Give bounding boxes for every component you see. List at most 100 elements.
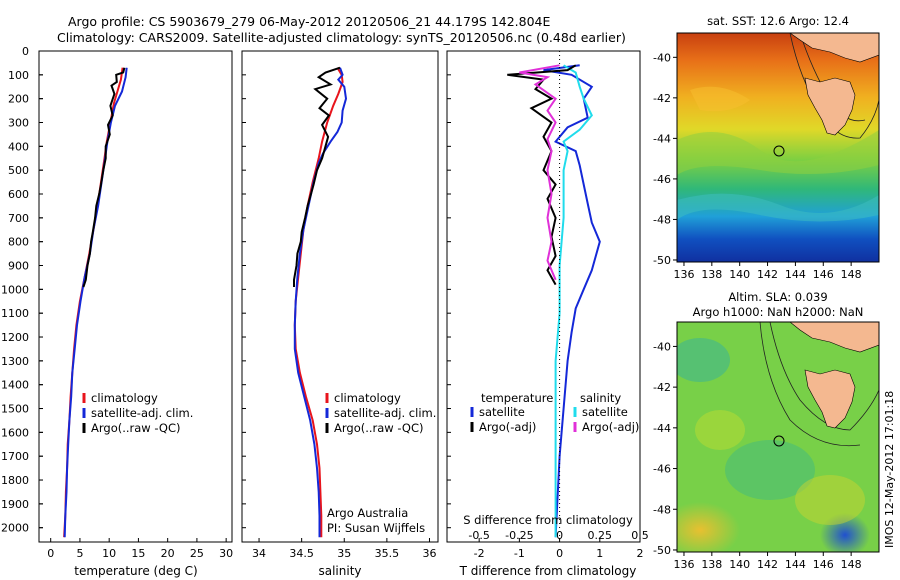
legend-label: satellite [479,405,525,419]
map-y-tick-label: -46 [653,463,671,476]
figure-title-line2: Climatology: CARS2009. Satellite-adjuste… [57,30,626,45]
depth-tick-label: 1600 [1,426,29,439]
series-line [293,67,348,538]
x-tick-label: 2 [637,547,644,560]
x-tick-label: 30 [219,547,233,560]
s-tick-label: 0.25 [588,529,613,542]
sla-argo-marker [773,435,785,447]
x-tick-label: 35 [337,547,351,560]
depth-tick-label: 1800 [1,474,29,487]
depth-axis: 0 100 200 300 400 500 600 700 800 900 1000 1100 1200… [1,45,43,535]
salinity-xlabel: salinity [318,564,361,578]
depth-tick-label: 1200 [1,331,29,344]
x-tick-label: 20 [161,547,175,560]
depth-tick-label: 1700 [1,450,29,463]
depth-tick-label: 1900 [1,498,29,511]
series-line [293,67,344,538]
series-line [519,64,560,281]
argo-australia-label: Argo Australia [327,506,408,520]
map-y-tick-label: -42 [653,92,671,105]
depth-tick-label: 700 [8,212,29,225]
sla-tasmania-land [804,369,856,429]
depth-tick-label: 900 [8,260,29,273]
legend-title-salinity: salinity [580,391,621,405]
x-tick-label: 15 [131,547,145,560]
series-line [82,67,126,288]
depth-tick-label: 600 [8,188,29,201]
mainland-land [789,33,879,63]
map-y-tick-label: -50 [653,544,671,557]
series-line [554,64,593,538]
map-x-tick-label: 144 [785,558,806,571]
x-tick-label: 36 [422,547,436,560]
imos-stamp: IMOS 12-May-2012 17:01:18 [883,391,896,548]
difference-panel: -2 -1 0 1 2 -0.5 -0.25 0 0.25 0.5 S difference fr… [446,50,649,578]
depth-tick-label: 1100 [1,307,29,320]
x-tick-label: 25 [190,547,204,560]
map-x-tick-label: 142 [757,268,778,281]
x-tick-label: 35.5 [375,547,400,560]
depth-tick-label: 800 [8,236,29,249]
map-x-tick-label: 142 [757,558,778,571]
sla-map: Altim. SLA: 0.039 Argo h1000: NaN h2000:… [653,290,880,571]
series-line [63,67,128,538]
map-x-tick-label: 138 [701,558,722,571]
depth-tick-label: 1400 [1,379,29,392]
sst-map-title: sat. SST: 12.6 Argo: 12.4 [707,14,849,28]
difference-legend: temperature salinitysatelliteArgo(-adj)sa… [470,391,639,434]
depth-tick-label: 100 [8,69,29,82]
series-line [543,64,601,538]
x-tick-label: 1 [596,547,603,560]
legend-label: satellite-adj. clim. [334,406,436,420]
x-tick-label: -2 [474,547,485,560]
map-x-tick-label: 140 [729,558,750,571]
legend-label: Argo(..raw -QC) [334,421,424,435]
temperature-panel: 0 5 10 15 20 25 30 temperature (deg C) climato… [38,50,233,578]
sla-map-axes: 136 138 140 142 144 146 148 -40 -42 -44 -46 -48 -50 [653,340,862,571]
sst-map-axes: 136 138 140 142 144 146 148 -40 -42 -44 -46 -48 -50 [653,51,862,281]
pi-label: PI: Susan Wijffels [327,521,425,535]
legend-label: climatology [334,391,401,405]
s-tick-label: -0.5 [468,529,489,542]
s-difference-label: S difference from climatology [463,513,633,527]
legend-label: satellite-adj. clim. [91,406,193,420]
depth-tick-label: 1300 [1,355,29,368]
x-tick-label: 5 [76,547,83,560]
legend-label: climatology [91,391,158,405]
map-y-tick-label: -48 [653,503,671,516]
map-x-tick-label: 136 [673,558,694,571]
depth-tick-label: 1000 [1,283,29,296]
x-tick-label: -1 [514,547,525,560]
tasmania-land [804,77,856,136]
map-y-tick-label: -44 [653,422,671,435]
sst-map: sat. SST: 12.6 Argo: 12.4 136 138 140 142 14… [653,14,880,281]
map-x-tick-label: 136 [673,268,694,281]
sst-mottle [677,130,879,175]
legend-label: Argo(-adj) [479,420,536,434]
sla-contour [769,322,879,431]
s-tick-label: 0 [556,529,563,542]
legend-label: satellite [582,405,628,419]
depth-tick-label: 2000 [1,522,29,535]
map-y-tick-label: -40 [653,51,671,64]
legend-label: Argo(..raw -QC) [91,421,181,435]
x-tick-label: 0 [47,547,54,560]
sla-map-title2: Argo h1000: NaN h2000: NaN [693,305,864,319]
map-y-tick-label: -40 [653,340,671,353]
depth-tick-label: 1500 [1,403,29,416]
x-tick-label: 34.5 [289,547,314,560]
sst-argo-marker [773,145,785,157]
legend-label: Argo(-adj) [582,420,639,434]
s-tick-label: 0.5 [631,529,649,542]
s-tick-label: -0.25 [505,529,533,542]
map-x-tick-label: 148 [841,268,862,281]
map-x-tick-label: 148 [841,558,862,571]
map-x-tick-label: 138 [701,268,722,281]
map-y-tick-label: -42 [653,381,671,394]
depth-tick-label: 400 [8,140,29,153]
depth-tick-label: 0 [22,45,29,58]
depth-tick-label: 500 [8,164,29,177]
depth-tick-label: 300 [8,117,29,130]
